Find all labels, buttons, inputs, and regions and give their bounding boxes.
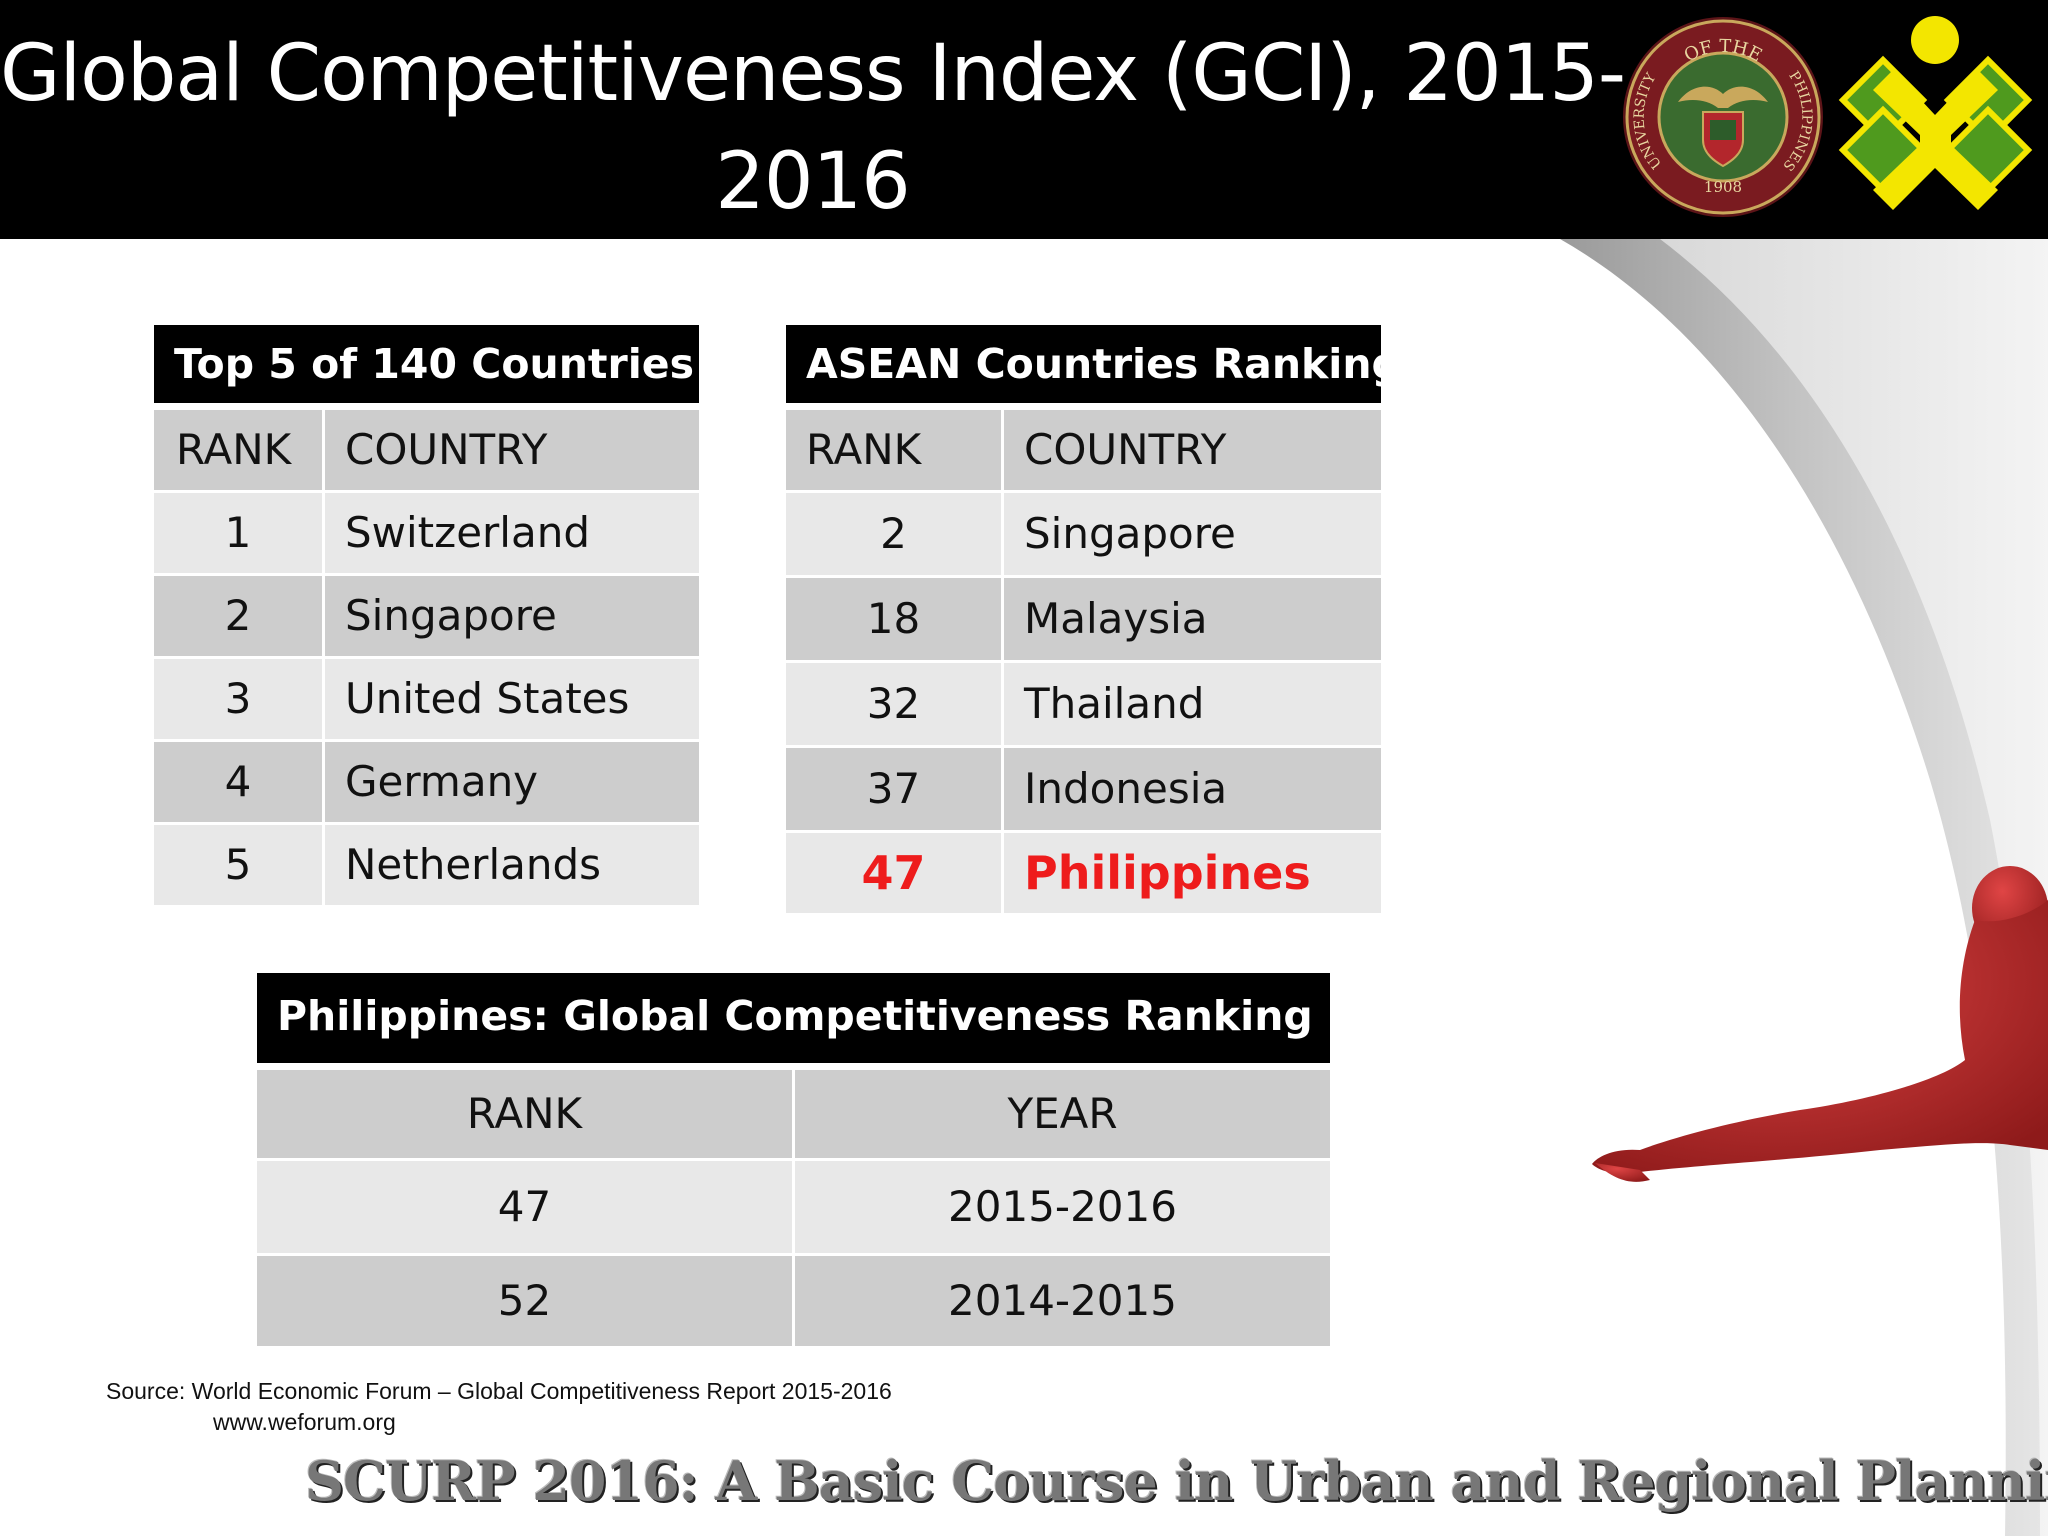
top5-header-country: COUNTRY bbox=[325, 410, 699, 490]
header-bar: Global Competitiveness Index (GCI), 2015… bbox=[0, 0, 2048, 239]
top5-row-country: United States bbox=[325, 659, 699, 739]
footer-course-title: SCURP 2016: A Basic Course in Urban and … bbox=[305, 1449, 2048, 1513]
ph-table-title: Philippines: Global Competitiveness Rank… bbox=[257, 973, 1330, 1063]
asean-table-title: ASEAN Countries Ranking bbox=[786, 325, 1401, 403]
asean-row-rank: 37 bbox=[786, 748, 1001, 830]
top5-row-country: Germany bbox=[325, 742, 699, 822]
top5-row-rank: 1 bbox=[154, 493, 322, 573]
figure-silhouette bbox=[1592, 866, 2048, 1182]
ph-row-year: 2014-2015 bbox=[795, 1256, 1330, 1346]
asean-row-rank-highlight: 47 bbox=[786, 833, 1001, 913]
top5-header-rank: RANK bbox=[154, 410, 322, 490]
source-citation: Source: World Economic Forum – Global Co… bbox=[106, 1378, 892, 1404]
page-title: Global Competitiveness Index (GCI), 2015… bbox=[0, 20, 1626, 236]
top5-row-country: Netherlands bbox=[325, 825, 699, 905]
top5-row-country: Singapore bbox=[325, 576, 699, 656]
top5-row-rank: 5 bbox=[154, 825, 322, 905]
top5-row-rank: 3 bbox=[154, 659, 322, 739]
top5-row-rank: 4 bbox=[154, 742, 322, 822]
asean-row-country: Indonesia bbox=[1004, 748, 1381, 830]
page-title-line2: 2016 bbox=[715, 137, 911, 227]
asean-row-country: Malaysia bbox=[1004, 578, 1381, 660]
university-seal-logo: OF THE UNIVERSITY PHILIPPINES 1908 bbox=[1623, 17, 1823, 217]
asean-row-country: Thailand bbox=[1004, 663, 1381, 745]
ph-row-year: 2015-2016 bbox=[795, 1161, 1330, 1253]
top5-row-country: Switzerland bbox=[325, 493, 699, 573]
ph-header-year: YEAR bbox=[795, 1070, 1330, 1158]
asean-row-rank: 18 bbox=[786, 578, 1001, 660]
page-title-line1: Global Competitiveness Index (GCI), 2015… bbox=[0, 29, 1626, 119]
asean-header-rank: RANK bbox=[786, 410, 1001, 490]
top5-table-title: Top 5 of 140 Countries bbox=[154, 325, 699, 403]
source-url: www.weforum.org bbox=[213, 1409, 396, 1435]
ph-row-rank: 52 bbox=[257, 1256, 792, 1346]
asean-row-rank: 2 bbox=[786, 493, 1001, 575]
asean-row-country: Singapore bbox=[1004, 493, 1381, 575]
ph-header-rank: RANK bbox=[257, 1070, 792, 1158]
asean-row-country-highlight: Philippines bbox=[1004, 833, 1381, 913]
seal-year: 1908 bbox=[1704, 178, 1742, 196]
top5-row-rank: 2 bbox=[154, 576, 322, 656]
asean-row-rank: 32 bbox=[786, 663, 1001, 745]
surp-logo bbox=[1838, 16, 2033, 210]
asean-header-country: COUNTRY bbox=[1004, 410, 1381, 490]
ph-row-rank: 47 bbox=[257, 1161, 792, 1253]
